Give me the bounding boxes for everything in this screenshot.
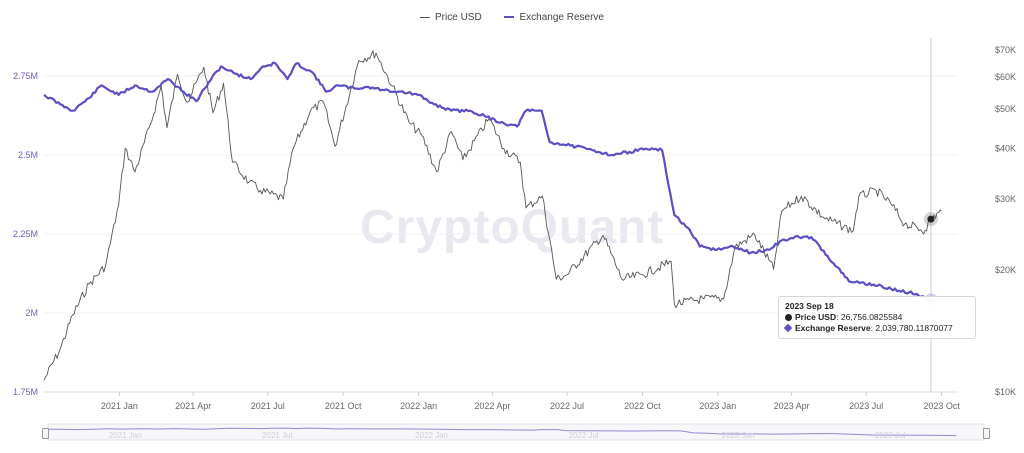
left-tick-label: 1.75M	[13, 387, 38, 397]
tooltip-reserve-value: 2,039,780.11870077	[875, 323, 953, 333]
navigator-label: 2023 Jul	[875, 431, 905, 440]
left-tick-label: 2M	[25, 308, 38, 318]
tooltip-reserve-row: Exchange Reserve: 2,039,780.11870077	[783, 323, 969, 334]
price-marker-icon	[785, 314, 792, 321]
x-tick-label: 2022 Apr	[474, 401, 510, 411]
navigator-label: 2023 Jan	[722, 431, 755, 440]
navigator-right-handle[interactable]	[983, 428, 990, 439]
series-reserve-line	[43, 61, 932, 302]
navigator-series-line	[47, 427, 957, 437]
legend-reserve-label: Exchange Reserve	[519, 11, 604, 23]
navigator-left-handle[interactable]	[42, 428, 49, 439]
right-tick-label: $30K	[995, 194, 1016, 204]
navigator-label: 2021 Jul	[262, 431, 292, 440]
right-tick-label: $20K	[995, 265, 1016, 275]
right-tick-label: $50K	[995, 104, 1016, 114]
legend-price-label: Price USD	[435, 12, 482, 23]
right-tick-label: $40K	[995, 143, 1016, 153]
tooltip-price-value: 26,756.0825584	[840, 312, 903, 322]
x-tick-label: 2023 Apr	[774, 401, 810, 411]
series-price-line	[43, 50, 942, 381]
tooltip-reserve-label: Exchange Reserve	[795, 323, 871, 333]
right-tick-label: $10K	[995, 387, 1016, 397]
x-tick-label: 2023 Jul	[849, 401, 883, 411]
tooltip-price-label: Price USD	[795, 312, 837, 322]
left-tick-label: 2.75M	[13, 71, 38, 81]
x-tick-label: 2021 Apr	[175, 401, 211, 411]
navigator-label: 2022 Jan	[415, 431, 448, 440]
x-tick-label: 2021 Jan	[101, 401, 138, 411]
right-tick-label: $60K	[995, 72, 1016, 82]
x-tick-label: 2021 Jul	[251, 401, 285, 411]
x-tick-label: 2023 Oct	[923, 401, 960, 411]
left-tick-label: 2.5M	[18, 150, 38, 160]
navigator-label: 2022 Jul	[568, 431, 598, 440]
x-tick-label: 2022 Oct	[624, 401, 661, 411]
x-tick-label: 2022 Jan	[400, 401, 437, 411]
tooltip-date: 2023 Sep 18	[785, 301, 834, 311]
legend-reserve-swatch	[504, 16, 515, 18]
navigator-label: 2021 Jan	[109, 431, 142, 440]
x-tick-label: 2021 Oct	[325, 401, 362, 411]
range-navigator[interactable]	[42, 424, 990, 440]
chart-tooltip: 2023 Sep 18 Price USD: 26,756.0825584 Ex…	[778, 296, 976, 339]
x-tick-label: 2023 Jan	[699, 401, 736, 411]
legend-price-swatch	[420, 17, 431, 18]
price-highlight-point	[927, 215, 935, 223]
right-tick-label: $70K	[995, 45, 1016, 55]
left-tick-label: 2.25M	[13, 229, 38, 239]
x-tick-label: 2022 Jul	[550, 401, 584, 411]
legend-item-price[interactable]: Price USD	[420, 12, 482, 23]
legend-item-reserve[interactable]: Exchange Reserve	[504, 12, 604, 23]
chart-legend: Price USD Exchange Reserve	[0, 10, 1024, 23]
tooltip-price-row: Price USD: 26,756.0825584	[785, 312, 969, 323]
reserve-marker-icon	[783, 323, 793, 333]
